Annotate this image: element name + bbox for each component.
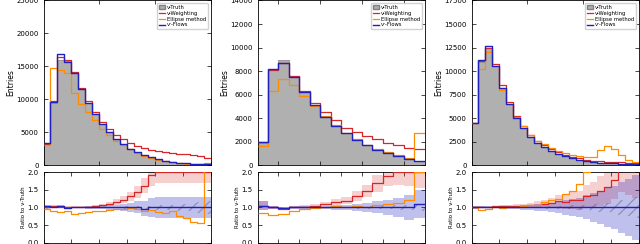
Y-axis label: Entries: Entries	[220, 69, 228, 96]
Y-axis label: Ratio to ν-Truth: Ratio to ν-Truth	[21, 187, 26, 228]
Legend: ν-Truth, ν-Weighting, Ellipse method, ν²-Flows: ν-Truth, ν-Weighting, Ellipse method, ν²…	[585, 3, 636, 29]
Y-axis label: Ratio to ν-Truth: Ratio to ν-Truth	[449, 187, 454, 228]
Legend: ν-Truth, ν-Weighting, Ellipse method, ν²-Flows: ν-Truth, ν-Weighting, Ellipse method, ν²…	[371, 3, 422, 29]
Y-axis label: Ratio to ν-Truth: Ratio to ν-Truth	[235, 187, 240, 228]
Y-axis label: Entries: Entries	[434, 69, 443, 96]
Legend: ν-Truth, ν-Weighting, Ellipse method, ν²-Flows: ν-Truth, ν-Weighting, Ellipse method, ν²…	[157, 3, 208, 29]
Y-axis label: Entries: Entries	[6, 69, 15, 96]
